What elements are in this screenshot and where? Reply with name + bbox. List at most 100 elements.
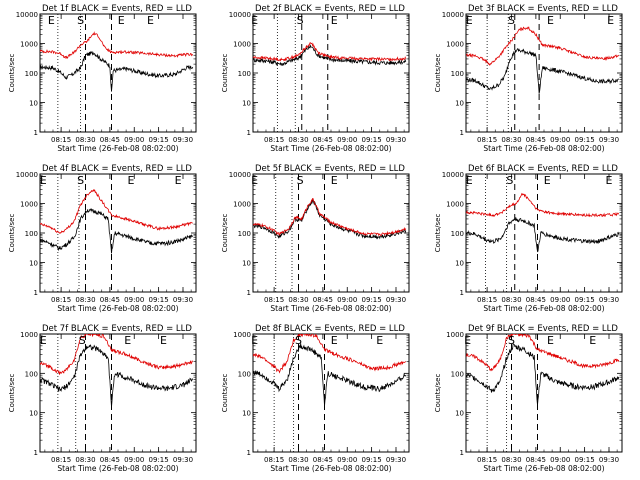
lld-series-line: [466, 334, 620, 372]
x-tick-label: 09:00: [124, 136, 144, 144]
y-tick-label: 100: [25, 70, 38, 78]
x-axis-label: Start Time (26-Feb-08 08:02:00): [57, 144, 178, 153]
event-marker-label: S: [77, 174, 84, 187]
lld-series-line: [40, 31, 194, 59]
detector-panel: Det 2f BLACK = Events, RED = LLD 1 10 100 10…: [221, 4, 410, 153]
y-tick-label: 1000: [233, 201, 251, 209]
y-tick-label: 1: [247, 449, 251, 457]
y-tick-label: 100: [451, 70, 464, 78]
detector-panel: Det 3f BLACK = Events, RED = LLD 1 10 100 10…: [434, 4, 623, 153]
event-marker-label: E: [464, 334, 471, 347]
x-tick-label: 09:30: [173, 456, 193, 464]
x-tick-label: 09:30: [173, 296, 193, 304]
lld-series-line: [466, 26, 620, 66]
y-tick-label: 10: [455, 260, 464, 268]
x-axis-label: Start Time (26-Feb-08 08:02:00): [270, 464, 391, 473]
event-marker-label: S: [506, 174, 513, 187]
y-tick-label: 1000: [20, 331, 38, 339]
lld-series-line: [253, 42, 407, 62]
x-tick-label: 09:00: [550, 136, 570, 144]
y-tick-label: 1: [34, 129, 38, 137]
panel-title: Det 2f BLACK = Events, RED = LLD: [255, 4, 405, 14]
x-tick-label: 08:15: [51, 456, 71, 464]
x-tick-label: 08:15: [264, 296, 284, 304]
y-tick-label: 1000: [446, 201, 464, 209]
event-marker-label: E: [251, 174, 258, 187]
event-marker-label: E: [547, 334, 554, 347]
plot-frame: [252, 333, 410, 453]
panel-title: Det 1f BLACK = Events, RED = LLD: [42, 4, 192, 14]
y-axis-label: Counts/sec: [221, 374, 229, 413]
detector-panel: Det 7f BLACK = Events, RED = LLD 1 10 100 10…: [8, 324, 197, 473]
x-tick-label: 08:30: [75, 296, 95, 304]
plot-frame: [252, 13, 410, 133]
x-tick-label: 08:30: [288, 136, 308, 144]
y-tick-label: 1: [460, 129, 464, 137]
events-series-line: [466, 217, 620, 253]
x-tick-label: 08:15: [477, 136, 497, 144]
detector-panel: Det 6f BLACK = Events, RED = LLD 1 10 100 10…: [434, 164, 623, 313]
x-tick-label: 08:30: [501, 456, 521, 464]
x-axis-label: Start Time (26-Feb-08 08:02:00): [483, 304, 604, 313]
event-marker-label: S: [297, 174, 304, 187]
x-tick-label: 08:15: [264, 136, 284, 144]
y-tick-label: 10000: [442, 11, 464, 19]
detector-panel: Det 1f BLACK = Events, RED = LLD 1 10 100 10…: [8, 4, 197, 153]
x-tick-label: 08:30: [501, 136, 521, 144]
y-tick-label: 1: [460, 289, 464, 297]
x-tick-label: 09:30: [386, 136, 406, 144]
y-tick-label: 10000: [16, 11, 38, 19]
x-tick-label: 08:45: [100, 456, 120, 464]
event-marker-label: E: [124, 334, 131, 347]
events-series-line: [466, 48, 620, 94]
x-tick-label: 09:15: [362, 136, 382, 144]
events-series-line: [40, 51, 194, 92]
event-marker-label: E: [331, 174, 338, 187]
event-marker-label: E: [331, 334, 338, 347]
y-axis-label: Counts/sec: [434, 54, 442, 93]
x-axis-label: Start Time (26-Feb-08 08:02:00): [270, 144, 391, 153]
x-tick-label: 08:30: [75, 456, 95, 464]
x-tick-label: 09:30: [599, 136, 619, 144]
event-marker-label: E: [40, 174, 47, 187]
lld-series-line: [466, 192, 620, 218]
plot-frame: [39, 333, 197, 453]
y-tick-label: 10: [242, 260, 251, 268]
x-tick-label: 09:15: [149, 296, 169, 304]
x-tick-label: 09:00: [550, 456, 570, 464]
y-axis-label: Counts/sec: [221, 214, 229, 253]
panel-title: Det 3f BLACK = Events, RED = LLD: [468, 4, 618, 14]
y-tick-label: 100: [451, 370, 464, 378]
y-axis-label: Counts/sec: [8, 54, 16, 93]
x-tick-label: 09:00: [550, 296, 570, 304]
events-series-line: [40, 344, 194, 408]
lld-series-line: [40, 334, 194, 375]
x-axis-label: Start Time (26-Feb-08 08:02:00): [483, 464, 604, 473]
panel-title: Det 9f BLACK = Events, RED = LLD: [468, 324, 618, 334]
event-marker-label: E: [118, 14, 125, 27]
x-tick-label: 08:15: [477, 296, 497, 304]
x-tick-label: 09:00: [337, 136, 357, 144]
detector-panel: Det 4f BLACK = Events, RED = LLD 1 10 100 10…: [8, 164, 197, 313]
event-marker-label: E: [547, 14, 554, 27]
x-tick-label: 09:30: [599, 296, 619, 304]
y-tick-label: 10000: [229, 11, 251, 19]
x-tick-label: 09:00: [124, 296, 144, 304]
events-series-line: [253, 343, 407, 407]
event-marker-label: S: [508, 334, 515, 347]
panel-title: Det 4f BLACK = Events, RED = LLD: [42, 164, 192, 174]
detector-panel: Det 8f BLACK = Events, RED = LLD 1 10 100 10…: [221, 324, 410, 473]
x-tick-label: 08:45: [313, 296, 333, 304]
x-tick-label: 09:00: [337, 456, 357, 464]
x-tick-label: 09:15: [575, 456, 595, 464]
event-marker-label: E: [466, 174, 473, 187]
detector-panel: Det 5f BLACK = Events, RED = LLD 1 10 100 10…: [221, 164, 410, 313]
event-marker-label: E: [48, 14, 55, 27]
y-tick-label: 1000: [446, 331, 464, 339]
y-axis-label: Counts/sec: [8, 214, 16, 253]
event-marker-label: S: [297, 14, 304, 27]
x-tick-label: 09:15: [575, 296, 595, 304]
y-tick-label: 1000: [446, 41, 464, 49]
plot-frame: [465, 173, 623, 293]
